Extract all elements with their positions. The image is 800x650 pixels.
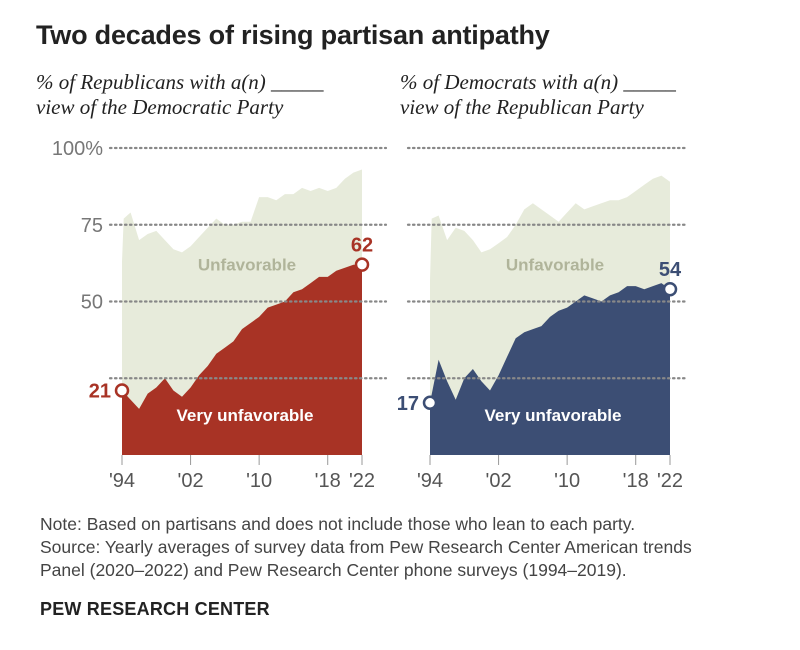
- charts-canvas: 50 75 100% '94 '02 '10 '18 '22 Unfavorable Very u…: [52, 138, 688, 492]
- unfavorable-area-label: Unfavorable: [198, 256, 296, 275]
- y-tick-label-75: 75: [81, 215, 103, 237]
- end-value-label: 54: [659, 259, 682, 281]
- start-value-label: 17: [397, 393, 419, 415]
- chart-left: 50 75 100% '94 '02 '10 '18 '22 Unfavorable Very u…: [52, 138, 388, 492]
- end-point-marker: [354, 257, 370, 272]
- y-tick-label-50: 50: [81, 292, 103, 314]
- x-tick-label-1994: '94: [109, 470, 135, 492]
- very-unfavorable-area-label: Very unfavorable: [484, 406, 621, 425]
- x-tick-label-2010: '10: [246, 470, 272, 492]
- chart-title: Two decades of rising partisan antipathy: [36, 20, 550, 50]
- end-point-marker: [662, 281, 678, 297]
- end-value-label: 62: [351, 235, 373, 257]
- very-unfavorable-area-label: Very unfavorable: [176, 406, 313, 425]
- note-line-2: Source: Yearly averages of survey data f…: [40, 537, 692, 557]
- note-line-3: Panel (2020–2022) and Pew Research Cente…: [40, 560, 627, 580]
- x-tick-label-2022: '22: [349, 470, 375, 492]
- right-subtitle-line-2: view of the Republican Party: [400, 95, 644, 119]
- start-point-marker: [114, 383, 130, 398]
- x-tick-label-2018: '18: [315, 470, 341, 492]
- start-value-label: 21: [89, 381, 111, 403]
- x-tick-label-1994: '94: [417, 470, 443, 492]
- x-tick-label-2022: '22: [657, 470, 683, 492]
- x-tick-label-2018: '18: [623, 470, 649, 492]
- note-line-1: Note: Based on partisans and does not in…: [40, 514, 636, 534]
- start-point-marker: [422, 395, 438, 411]
- brand-wordmark: PEW RESEARCH CENTER: [40, 599, 270, 619]
- left-subtitle-line-2: view of the Democratic Party: [36, 95, 284, 119]
- x-tick-label-2002: '02: [178, 470, 204, 492]
- left-subtitle-line-1: % of Republicans with a(n) _____: [36, 70, 324, 94]
- source-note: Note: Based on partisans and does not in…: [40, 513, 780, 582]
- very-unfavorable-area: [430, 283, 670, 455]
- unfavorable-area-label: Unfavorable: [506, 256, 604, 275]
- chart-right: '94 '02 '10 '18 '22 Unfavorable Very unfavorab…: [397, 146, 688, 492]
- right-panel-subtitle: % of Democrats with a(n) _____ view of t…: [400, 70, 730, 120]
- x-tick-label-2002: '02: [486, 470, 512, 492]
- x-tick-label-2010: '10: [554, 470, 580, 492]
- y-tick-label-100: 100%: [52, 138, 103, 160]
- right-subtitle-line-1: % of Democrats with a(n) _____: [400, 70, 676, 94]
- left-panel-subtitle: % of Republicans with a(n) _____ view of…: [36, 70, 366, 120]
- very-unfavorable-area: [122, 264, 362, 455]
